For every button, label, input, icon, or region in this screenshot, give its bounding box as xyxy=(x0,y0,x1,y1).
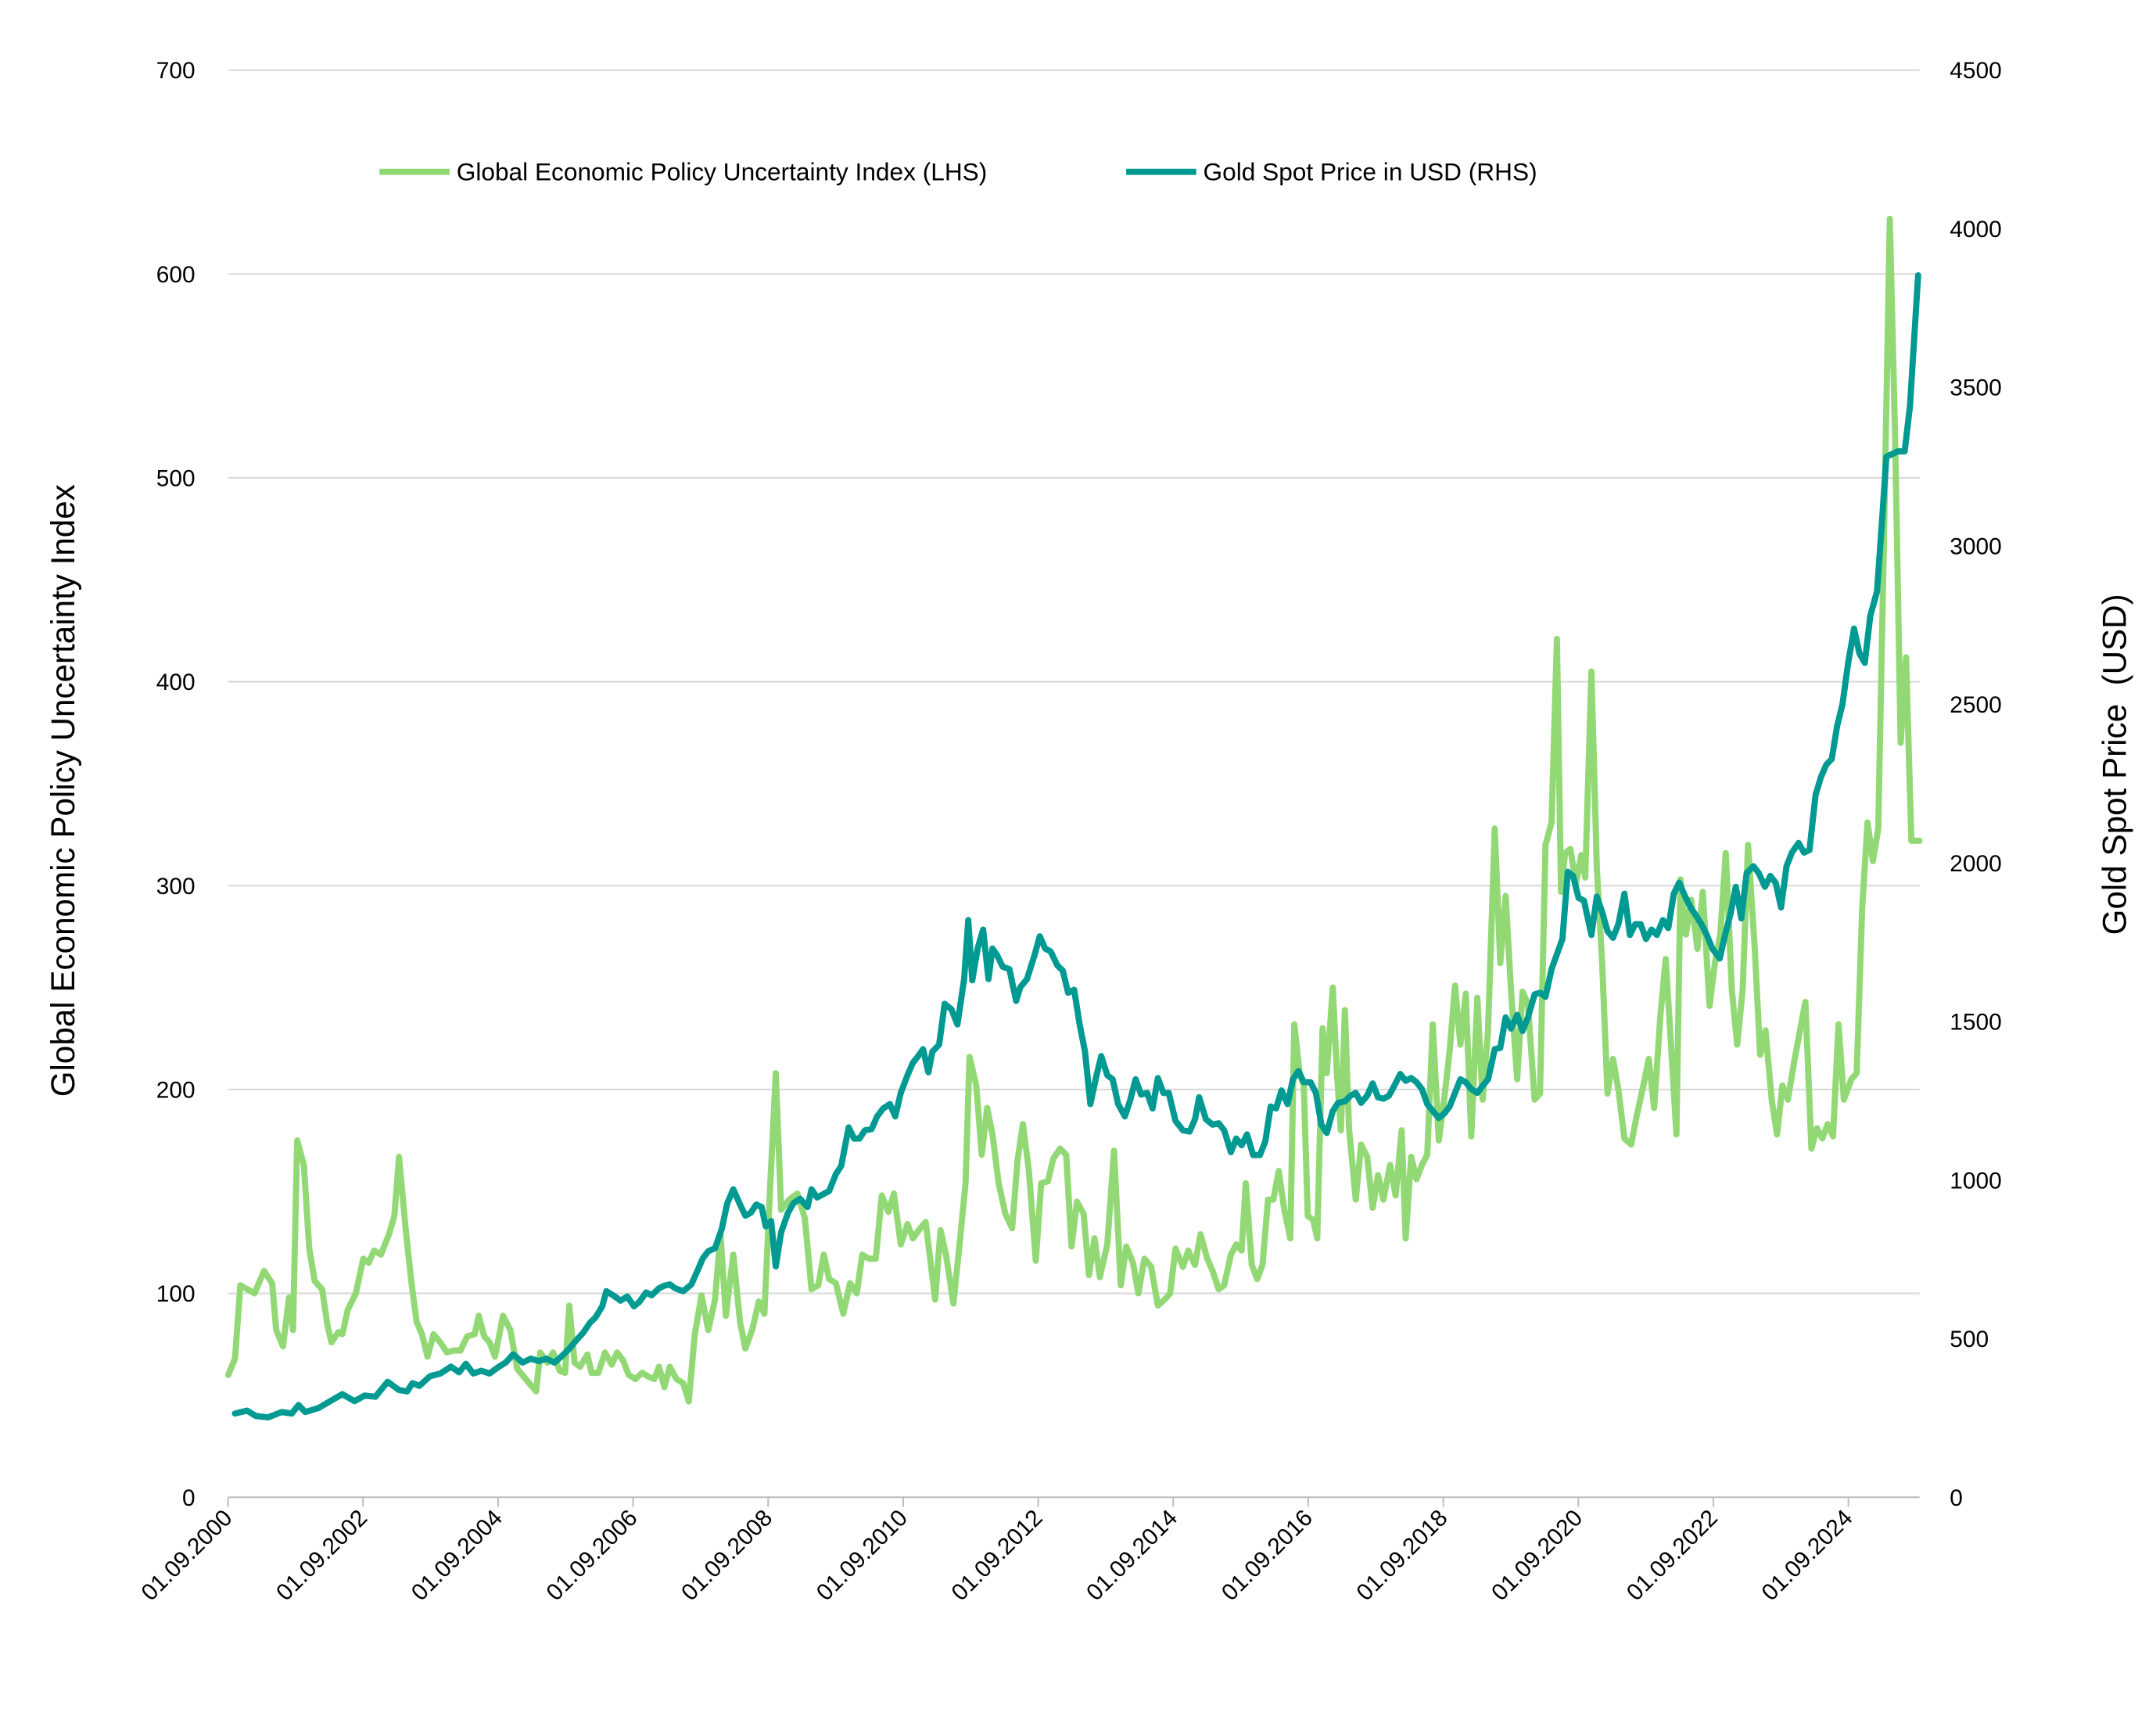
epu-index-line xyxy=(224,215,1923,1405)
left-tick-label: 0 xyxy=(182,1485,196,1511)
right-axis-title: Gold Spot Price (USD) xyxy=(2096,594,2133,935)
x-tick-label: 01.09.2000 xyxy=(136,1505,237,1606)
right-tick-label: 0 xyxy=(1950,1485,1963,1511)
x-axis-ticks: 01.09.2000 01.09.2002 01.09.2004 01.09.2006… xyxy=(136,1497,1858,1606)
left-tick-label: 400 xyxy=(156,670,196,695)
right-tick-label: 3000 xyxy=(1950,533,2001,559)
x-tick-label: 01.09.2010 xyxy=(812,1505,913,1606)
legend: Global Economic Policy Uncertainty Index… xyxy=(379,157,1537,185)
legend-label-gold: Gold Spot Price in USD (RHS) xyxy=(1204,157,1537,185)
right-tick-label: 500 xyxy=(1950,1327,1989,1352)
x-tick-label: 01.09.2014 xyxy=(1082,1505,1182,1606)
x-tick-label: 01.09.2016 xyxy=(1217,1505,1318,1606)
left-tick-label: 300 xyxy=(156,874,196,899)
right-tick-label: 4000 xyxy=(1950,217,2001,242)
right-tick-label: 2500 xyxy=(1950,692,2001,718)
left-tick-label: 500 xyxy=(156,466,196,492)
x-tick-label: 01.09.2012 xyxy=(947,1505,1048,1606)
x-tick-label: 01.09.2018 xyxy=(1352,1505,1453,1606)
left-axis-title: Global Economic Policy Uncertainty Index xyxy=(45,484,81,1097)
x-tick-label: 01.09.2024 xyxy=(1757,1505,1858,1606)
right-tick-label: 2000 xyxy=(1950,851,2001,877)
left-tick-label: 100 xyxy=(156,1281,196,1307)
x-tick-label: 01.09.2008 xyxy=(676,1505,777,1606)
right-tick-label: 3500 xyxy=(1950,375,2001,401)
right-tick-label: 4500 xyxy=(1950,58,2001,84)
left-axis-ticks: 0 100 200 300 400 500 600 700 xyxy=(156,58,196,1511)
left-tick-label: 200 xyxy=(156,1077,196,1103)
left-tick-label: 700 xyxy=(156,58,196,84)
x-tick-label: 01.09.2002 xyxy=(271,1505,372,1606)
gridlines xyxy=(228,69,1920,1294)
right-tick-label: 1500 xyxy=(1950,1010,2001,1036)
x-tick-label: 01.09.2020 xyxy=(1487,1505,1587,1606)
x-tick-label: 01.09.2022 xyxy=(1622,1505,1723,1606)
right-axis-ticks: 0 500 1000 1500 2000 2500 3000 3500 4000 4500 xyxy=(1950,58,2001,1511)
series-lines xyxy=(224,215,1923,1421)
x-tick-label: 01.09.2006 xyxy=(541,1505,642,1606)
gold-price-line xyxy=(231,271,1921,1421)
left-tick-label: 600 xyxy=(156,262,196,288)
legend-label-epu: Global Economic Policy Uncertainty Index… xyxy=(457,157,988,185)
right-tick-label: 1000 xyxy=(1950,1168,2001,1194)
x-tick-label: 01.09.2004 xyxy=(407,1505,508,1606)
